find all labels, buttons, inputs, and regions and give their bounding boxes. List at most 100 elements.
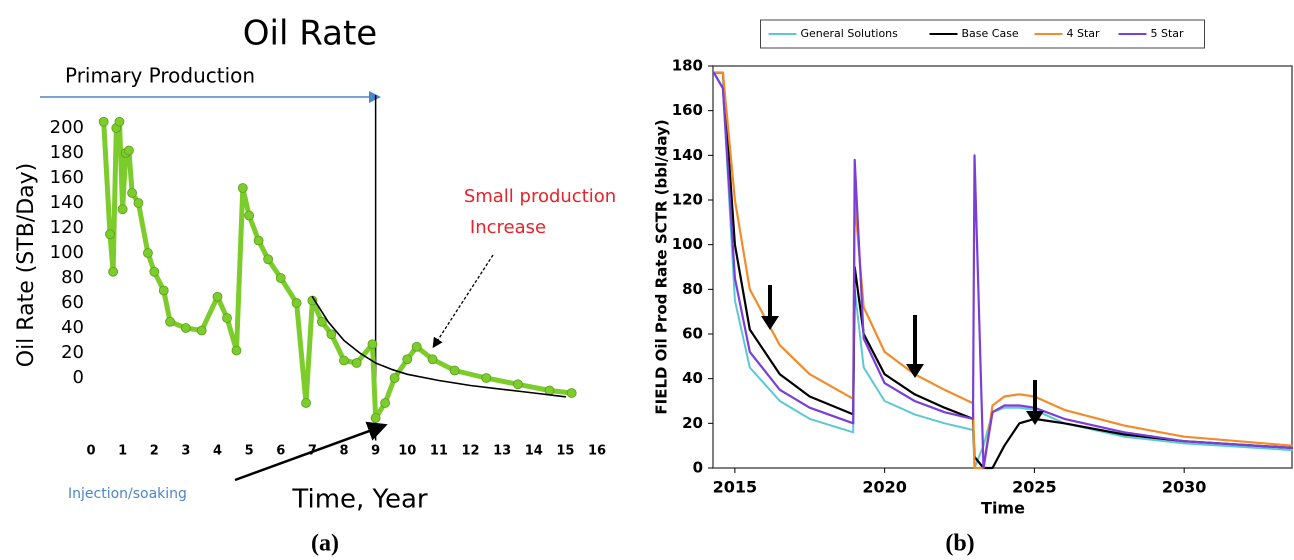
x-tick-label: 7 xyxy=(308,444,317,459)
x-tick-label: 13 xyxy=(493,444,511,459)
data-point xyxy=(212,291,223,302)
data-point xyxy=(231,345,242,356)
data-point xyxy=(411,341,422,352)
series-line xyxy=(101,119,575,421)
data-point xyxy=(370,413,381,423)
x-tick-label: 2020 xyxy=(862,478,907,497)
caption: (b) xyxy=(945,531,974,557)
x-tick-label: 3 xyxy=(181,444,190,459)
x-axis-label: Time xyxy=(981,499,1025,518)
annotation: Primary Production xyxy=(65,64,255,88)
x-tick-label: 6 xyxy=(276,444,285,459)
data-point xyxy=(98,116,109,127)
x-tick-label: 14 xyxy=(525,444,543,459)
data-point xyxy=(149,266,160,277)
series-line xyxy=(311,296,567,398)
series-line xyxy=(712,71,1293,469)
y-tick-label: 140 xyxy=(672,146,703,164)
data-point xyxy=(158,285,169,296)
data-point xyxy=(326,329,337,340)
y-tick-label: 80 xyxy=(682,280,703,298)
y-tick-label: 100 xyxy=(672,235,703,253)
data-point xyxy=(196,325,207,336)
data-point xyxy=(449,365,460,376)
y-tick-label: 180 xyxy=(50,142,84,163)
y-tick-label: 0 xyxy=(73,367,84,388)
data-point xyxy=(180,323,191,333)
data-point xyxy=(301,398,311,408)
data-point xyxy=(108,266,119,277)
y-tick-label: 200 xyxy=(50,117,84,138)
annotation: Injection/soaking xyxy=(68,486,187,502)
data-point xyxy=(114,116,125,127)
arrow xyxy=(234,421,388,482)
x-tick-label: 2 xyxy=(150,444,159,459)
y-tick-label: 40 xyxy=(61,317,84,338)
data-point xyxy=(244,210,255,221)
legend-label: 5 Star xyxy=(1151,27,1185,40)
legend-label: Base Case xyxy=(962,27,1019,40)
data-point xyxy=(307,295,318,306)
annotation: Increase xyxy=(470,217,546,238)
y-tick-label: 20 xyxy=(61,342,84,363)
series-line xyxy=(712,71,1294,470)
data-point xyxy=(222,313,232,323)
arrow-head xyxy=(1026,411,1044,425)
x-tick-label: 15 xyxy=(556,444,574,459)
plot-frame xyxy=(712,65,1293,469)
data-point xyxy=(253,235,264,246)
data-point xyxy=(133,198,144,208)
y-tick-label: 0 xyxy=(693,459,703,477)
data-point xyxy=(124,145,134,156)
data-point xyxy=(316,316,327,327)
data-point xyxy=(117,204,128,215)
arrow-head xyxy=(761,316,779,330)
legend-label: General Solutions xyxy=(801,27,899,40)
data-point xyxy=(402,354,413,365)
y-tick-label: 100 xyxy=(50,242,84,263)
annotation: Small production xyxy=(464,186,616,207)
x-axis-label: Time, Year xyxy=(291,485,428,515)
arrow-head xyxy=(906,364,924,378)
data-point xyxy=(165,316,175,327)
data-point xyxy=(237,183,248,193)
x-tick-label: 2030 xyxy=(1162,478,1207,497)
y-tick-label: 40 xyxy=(682,369,703,387)
data-point xyxy=(367,339,378,350)
y-tick-label: 60 xyxy=(61,292,84,313)
data-point xyxy=(127,188,138,198)
x-tick-label: 9 xyxy=(371,444,380,459)
y-tick-label: 120 xyxy=(672,191,703,209)
arrow xyxy=(432,254,494,349)
y-tick-label: 20 xyxy=(682,414,703,432)
x-tick-label: 12 xyxy=(461,444,479,459)
x-tick-label: 16 xyxy=(588,444,606,459)
data-point xyxy=(380,398,391,408)
y-tick-label: 160 xyxy=(672,101,703,119)
x-tick-label: 0 xyxy=(86,444,95,459)
data-point xyxy=(143,248,153,258)
y-tick-label: 120 xyxy=(50,217,84,238)
data-point xyxy=(263,254,274,265)
y-tick-label: 180 xyxy=(672,57,703,75)
x-tick-label: 5 xyxy=(245,444,254,459)
y-tick-label: 140 xyxy=(50,192,84,213)
data-point xyxy=(339,355,349,366)
series-line xyxy=(712,71,1294,470)
x-tick-label: 10 xyxy=(398,444,416,459)
caption: (a) xyxy=(311,531,339,557)
data-point xyxy=(275,273,286,283)
data-point xyxy=(291,298,302,308)
x-tick-label: 2025 xyxy=(1012,478,1057,497)
data-point xyxy=(427,354,438,365)
x-tick-label: 2015 xyxy=(713,478,758,497)
data-point xyxy=(513,379,523,390)
y-tick-label: 80 xyxy=(61,267,84,288)
x-tick-label: 11 xyxy=(430,444,448,459)
data-point xyxy=(351,358,362,368)
chart-title: Oil Rate xyxy=(243,14,377,54)
y-axis-label: FIELD Oil Prod Rate SCTR (bbl/day) xyxy=(653,119,671,414)
data-point xyxy=(481,373,492,383)
